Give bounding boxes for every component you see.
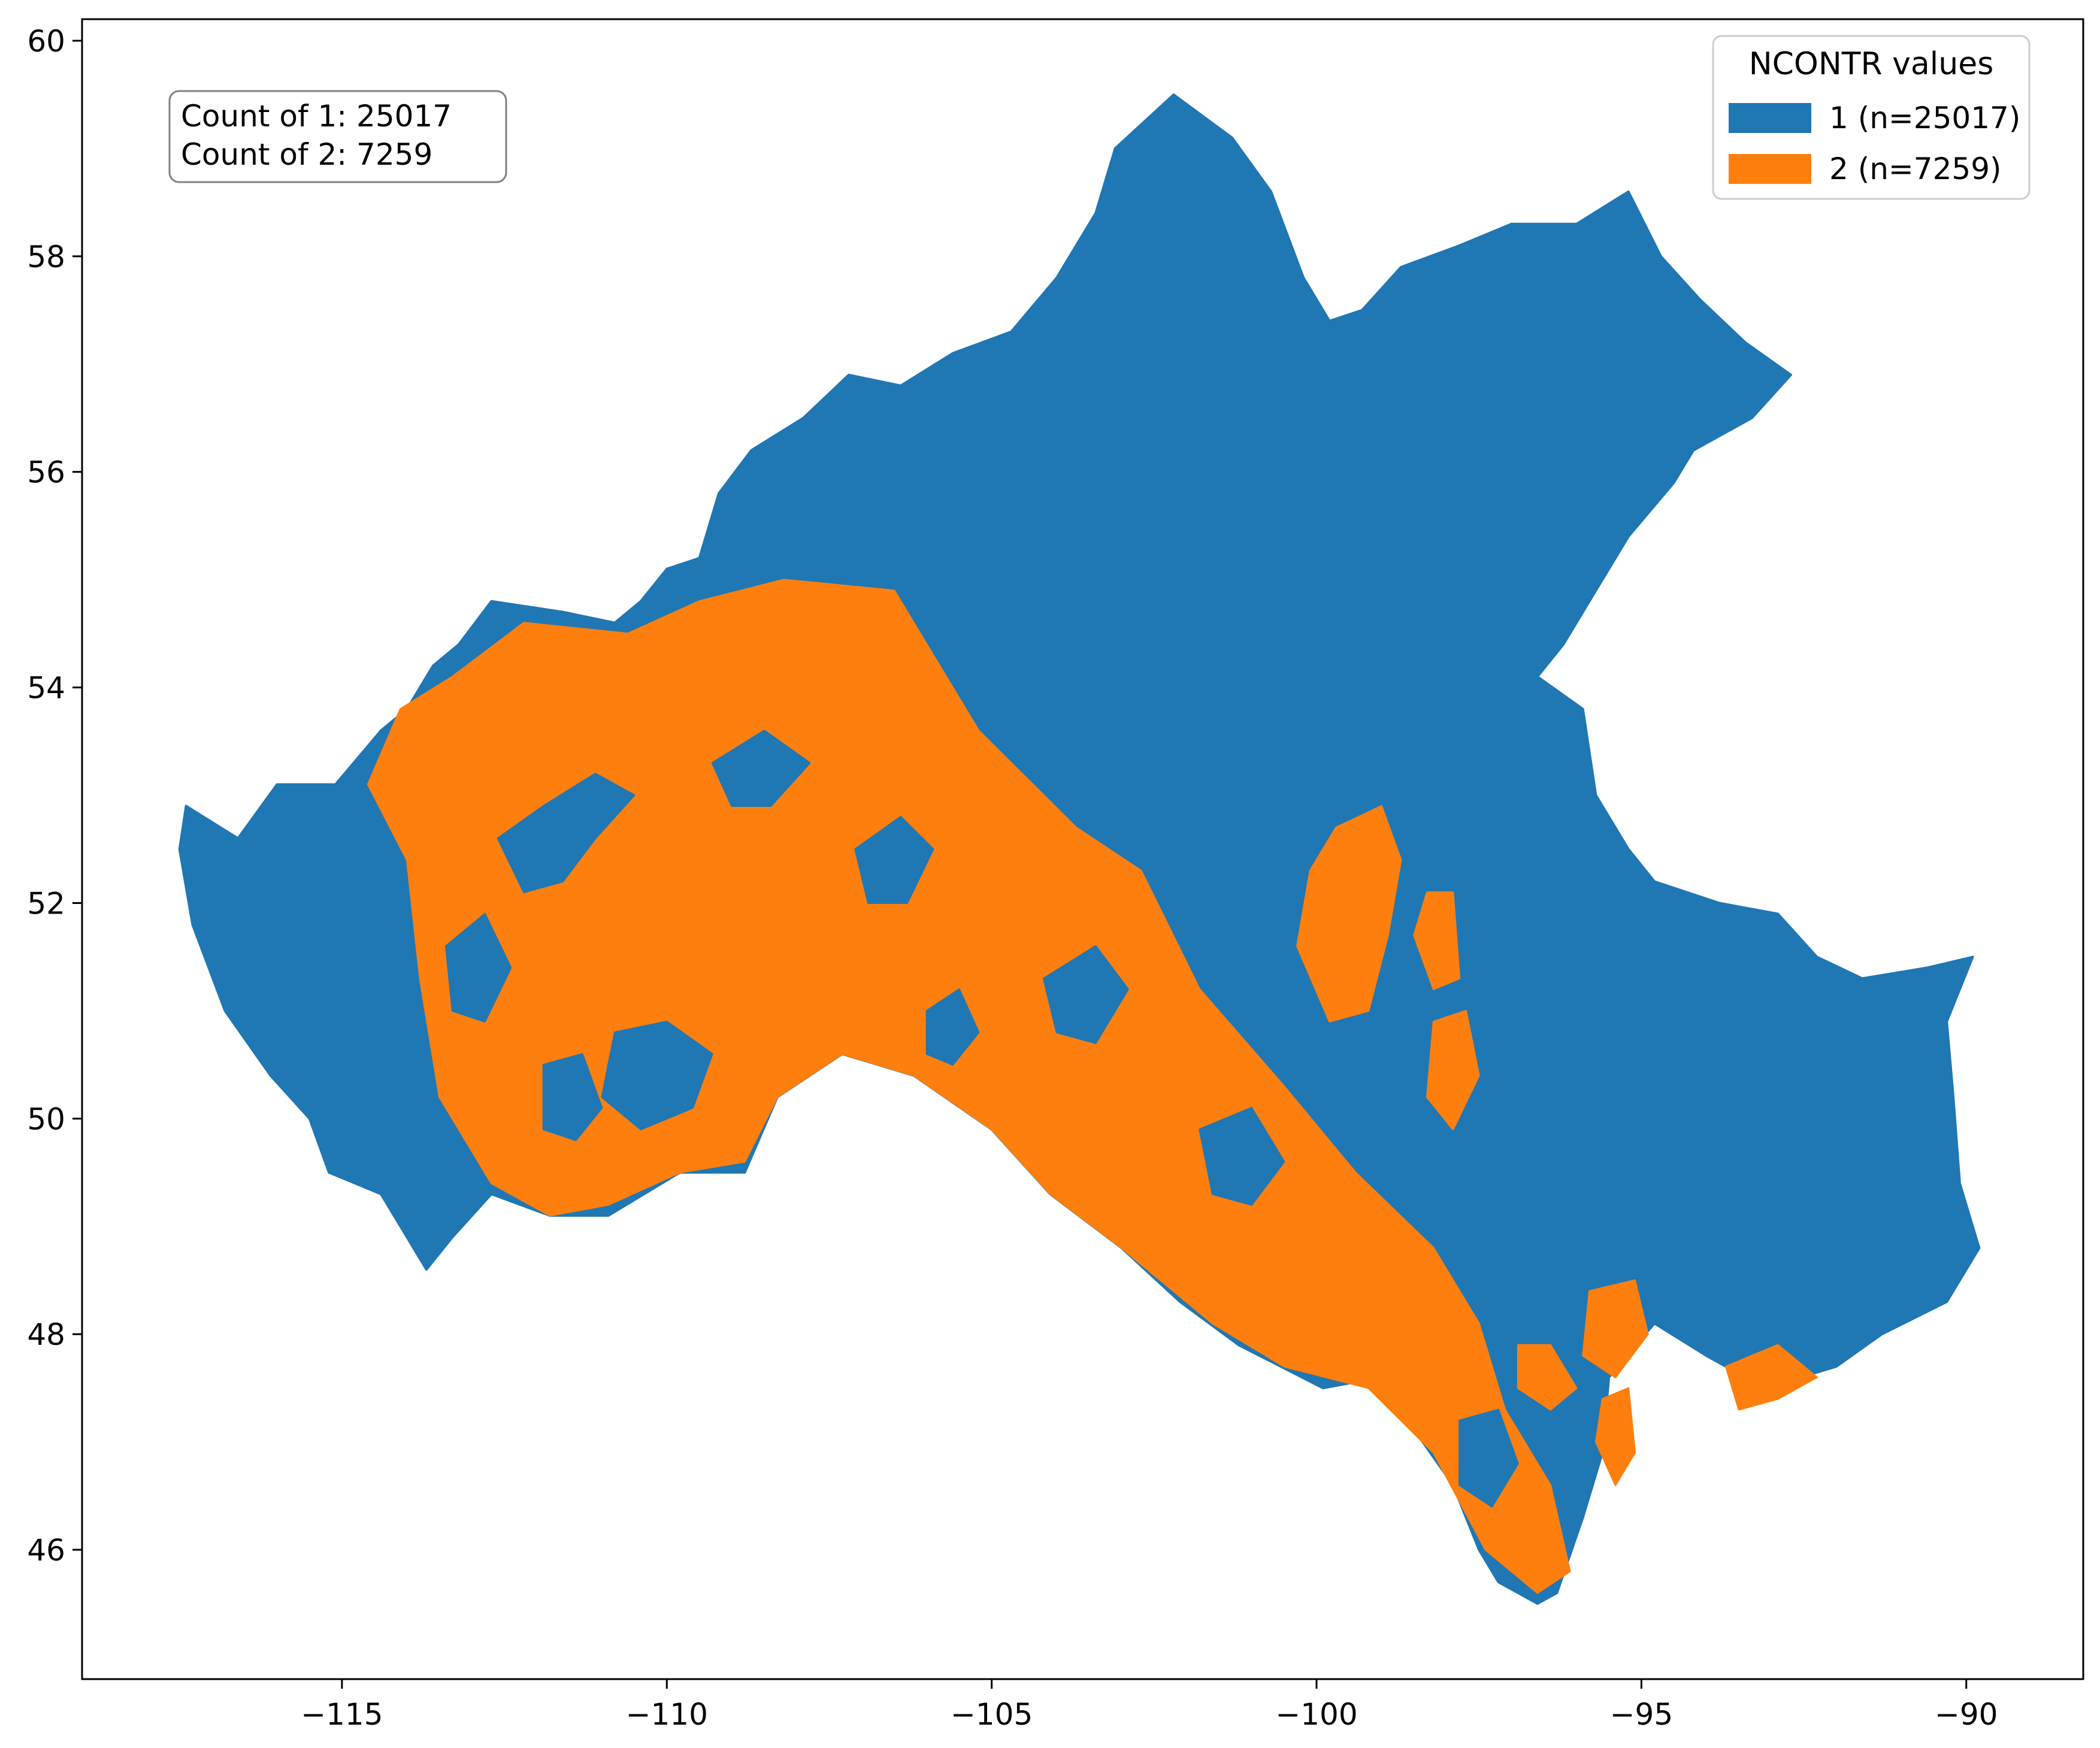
class-1-patch-3 xyxy=(854,816,934,904)
class-2-area-4 xyxy=(1413,891,1461,990)
plot-frame xyxy=(81,18,2084,1680)
legend-swatch-2 xyxy=(1729,154,1811,184)
y-tick-label-5: 54 xyxy=(27,671,65,706)
x-tick-label-6: −90 xyxy=(1935,1697,1998,1732)
class-1-patch-1 xyxy=(497,773,636,893)
class-1-patch-2 xyxy=(601,1020,713,1130)
count-line-2: Count of 2: 7259 xyxy=(181,137,432,172)
legend: NCONTR values 1 (n=25017) 2 (n=7259) xyxy=(1712,35,2031,200)
legend-label-2: 2 (n=7259) xyxy=(1829,152,2002,186)
y-tick-label-2: 48 xyxy=(27,1317,65,1352)
x-axis: −115 −110 −105 −100 −95 −90 xyxy=(301,1679,1998,1732)
class-1-patch-6 xyxy=(711,730,811,807)
y-tick-label-3: 50 xyxy=(27,1102,65,1136)
count-line-1: Count of 1: 25017 xyxy=(181,99,452,134)
class-1-patch-9 xyxy=(925,988,980,1066)
class-1-patch-8 xyxy=(542,1053,603,1141)
class-2-area-3 xyxy=(1426,1009,1480,1130)
y-tick-label-8: 60 xyxy=(27,24,65,59)
y-tick-label-1: 46 xyxy=(27,1533,65,1568)
class-1-patch-4 xyxy=(445,913,512,1023)
class-1-patch-5 xyxy=(1042,945,1129,1044)
legend-title: NCONTR values xyxy=(1749,46,1994,82)
x-tick-label-3: −105 xyxy=(951,1697,1033,1732)
x-tick-label-1: −115 xyxy=(301,1697,383,1732)
class-1-patch-10 xyxy=(1458,1408,1519,1508)
class-2-area-7 xyxy=(1517,1344,1578,1411)
x-tick-label-4: −100 xyxy=(1275,1697,1357,1732)
class-2-layer xyxy=(367,579,1818,1594)
y-tick-label-4: 52 xyxy=(27,886,65,921)
map-layer xyxy=(178,93,1981,1605)
class-2-area-5 xyxy=(1582,1279,1649,1378)
y-tick-label-6: 56 xyxy=(27,455,65,490)
legend-swatch-1 xyxy=(1729,103,1811,133)
class-2-area-8 xyxy=(1594,1387,1636,1486)
class-1-patches xyxy=(445,730,1519,1508)
class-2-area-6 xyxy=(1724,1344,1818,1411)
legend-label-1: 1 (n=25017) xyxy=(1829,101,2020,135)
y-axis: 46 48 50 52 54 56 58 60 xyxy=(27,24,82,1568)
class-2-area-1 xyxy=(367,579,1571,1594)
y-tick-label-7: 58 xyxy=(27,240,65,274)
count-box-frame xyxy=(168,90,507,183)
count-box: Count of 1: 25017 Count of 2: 7259 xyxy=(168,90,507,183)
x-tick-label-5: −95 xyxy=(1610,1697,1674,1732)
class-1-patch-7 xyxy=(1199,1106,1285,1206)
x-tick-label-2: −110 xyxy=(626,1697,708,1732)
class-2-area-2 xyxy=(1296,805,1402,1023)
